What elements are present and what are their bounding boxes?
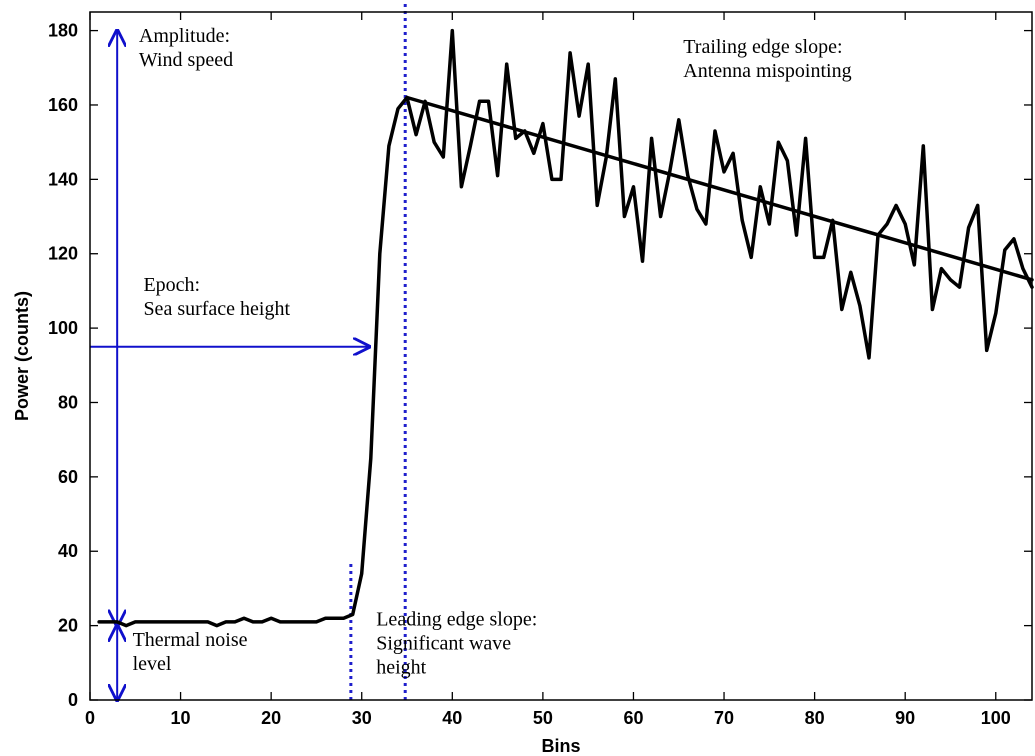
x-tick-label: 60 (623, 708, 643, 728)
x-tick-label: 70 (714, 708, 734, 728)
y-tick-label: 40 (58, 541, 78, 561)
x-axis-title: Bins (541, 736, 580, 756)
y-tick-label: 120 (48, 244, 78, 264)
annotation-text: Amplitude: (139, 25, 230, 47)
trailing-edge-fit-series-line (405, 95, 1034, 282)
plot-frame (89, 11, 1033, 701)
annotation-text: Leading edge slope: (376, 609, 537, 631)
x-tick-label: 10 (171, 708, 191, 728)
y-tick-label: 60 (58, 467, 78, 487)
annotation-text: Trailing edge slope: (683, 36, 842, 58)
measured-waveform-series-line (97, 28, 1034, 628)
y-tick-label: 80 (58, 392, 78, 412)
x-tick-label: 50 (533, 708, 553, 728)
y-tick-label: 140 (48, 169, 78, 189)
arrows-layer (90, 31, 369, 700)
x-tick-label: 80 (805, 708, 825, 728)
x-tick-label: 40 (442, 708, 462, 728)
annotation-text: Epoch: (143, 274, 200, 296)
y-tick-label: 180 (48, 21, 78, 41)
series-layer (97, 28, 1034, 628)
x-tick-label: 20 (261, 708, 281, 728)
annotation-text: level (133, 653, 172, 675)
y-tick-label: 160 (48, 95, 78, 115)
annotation-text: height (376, 657, 426, 679)
x-tick-label: 30 (352, 708, 372, 728)
y-tick-label: 0 (68, 690, 78, 710)
x-tick-label: 100 (981, 708, 1011, 728)
annotation-text: Antenna mispointing (683, 60, 851, 82)
annotation-text: Wind speed (139, 49, 233, 71)
y-axis-title: Power (counts) (12, 291, 32, 421)
x-tick-label: 90 (895, 708, 915, 728)
annotation-text: Significant wave (376, 633, 511, 655)
annotation-text: Thermal noise (133, 629, 248, 651)
annotation-text: Sea surface height (143, 298, 290, 320)
y-tick-label: 20 (58, 616, 78, 636)
plot-border (89, 11, 1033, 701)
y-tick-label: 100 (48, 318, 78, 338)
annotations-layer: Amplitude:Wind speed Trailing edge slope:… (133, 25, 852, 679)
x-tick-label: 0 (85, 708, 95, 728)
ticks-layer: 0 10 20 30 40 50 60 70 80 90 100 0 20 40 60 80 100 120 140… (48, 12, 1032, 728)
reference-lines-layer (349, 0, 407, 700)
